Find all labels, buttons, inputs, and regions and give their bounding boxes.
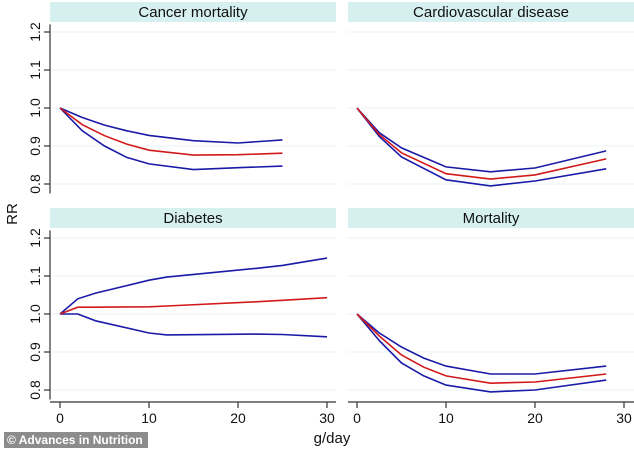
panel-title: Diabetes bbox=[163, 210, 222, 227]
x-tick-label: 10 bbox=[141, 410, 157, 426]
y-tick-label: 0.8 bbox=[27, 380, 43, 400]
y-tick-label: 0.9 bbox=[27, 342, 43, 362]
rr-line bbox=[59, 107, 283, 156]
panel-title-strip bbox=[50, 2, 336, 22]
upper-ci-line bbox=[59, 257, 328, 315]
x-tick-label: 10 bbox=[438, 410, 454, 426]
panel-diabetes: Diabetes 0.8 0.9 1.0 1.1 1.2 0 10 20 30 bbox=[27, 208, 336, 426]
panel-title-strip bbox=[348, 208, 634, 228]
y-tick-label: 0.9 bbox=[27, 136, 43, 156]
panel-mortality: Mortality 0 10 20 30 bbox=[348, 208, 634, 426]
y-tick-label: 1.2 bbox=[27, 228, 43, 248]
x-tick-label: 0 bbox=[353, 410, 361, 426]
panel-title: Cardiovascular disease bbox=[413, 4, 569, 21]
lower-ci-line bbox=[60, 313, 328, 338]
y-tick-label: 1.1 bbox=[27, 60, 43, 80]
credit-label: © Advances in Nutrition bbox=[4, 432, 148, 448]
lower-ci-line bbox=[356, 107, 607, 187]
panel-cardiovascular-disease: Cardiovascular disease bbox=[348, 2, 634, 187]
x-axis-title: g/day bbox=[314, 430, 351, 447]
x-tick-label: 20 bbox=[527, 410, 543, 426]
panel-title: Mortality bbox=[463, 210, 520, 227]
x-tick-label: 0 bbox=[56, 410, 64, 426]
rr-line bbox=[356, 107, 607, 180]
y-tick-label: 1.0 bbox=[27, 98, 43, 118]
panel-title-strip bbox=[348, 2, 634, 22]
upper-ci-line bbox=[356, 313, 607, 375]
lower-ci-line bbox=[356, 313, 607, 393]
y-tick-label: 1.0 bbox=[27, 304, 43, 324]
y-axis-title: RR bbox=[4, 203, 21, 225]
rr-line bbox=[356, 313, 607, 385]
panel-title-strip bbox=[50, 208, 336, 228]
panel-title: Cancer mortality bbox=[138, 4, 248, 21]
y-tick-label: 0.8 bbox=[27, 174, 43, 194]
x-tick-label: 20 bbox=[230, 410, 246, 426]
upper-ci-line bbox=[356, 107, 607, 173]
lower-ci-line bbox=[59, 107, 283, 171]
y-tick-label: 1.1 bbox=[27, 266, 43, 286]
panel-cancer-mortality: Cancer mortality 0.8 0.9 1.0 1.1 1.2 bbox=[27, 2, 336, 194]
upper-ci-line bbox=[59, 107, 283, 144]
rr-line bbox=[59, 296, 328, 315]
y-tick-label: 1.2 bbox=[27, 22, 43, 42]
x-tick-label: 30 bbox=[616, 410, 632, 426]
x-tick-label: 30 bbox=[319, 410, 335, 426]
